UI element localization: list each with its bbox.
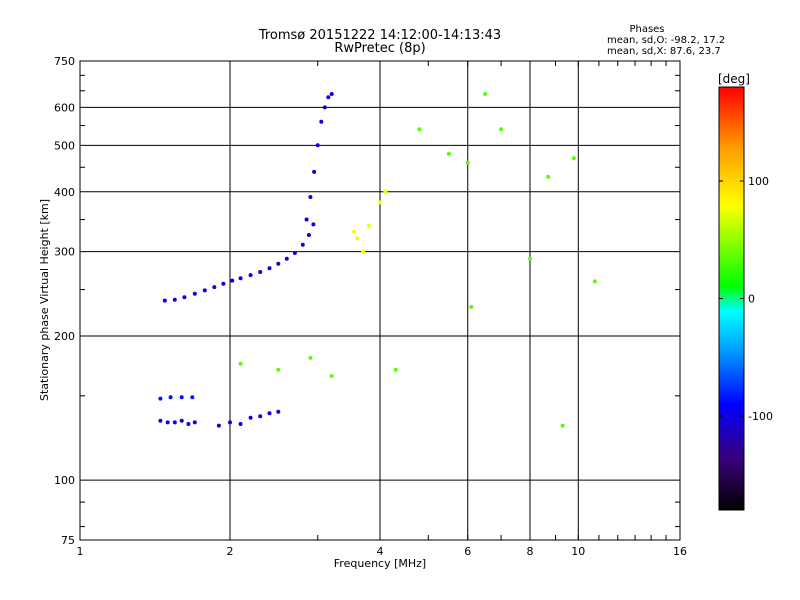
y-tick-label: 750 <box>54 55 75 68</box>
colorbar-tick-label: 100 <box>748 175 769 188</box>
data-point <box>592 279 597 284</box>
data-point <box>258 270 263 274</box>
data-point <box>292 251 297 255</box>
data-point <box>162 298 167 303</box>
data-point <box>172 297 177 302</box>
data-point <box>179 418 184 423</box>
data-point <box>306 233 311 237</box>
colorbar-ticks: 100 0 -100 <box>719 175 773 423</box>
data-point <box>560 423 565 428</box>
data-point <box>312 169 317 174</box>
data-point <box>329 374 334 378</box>
data-point <box>300 242 305 247</box>
data-point <box>158 418 163 423</box>
data-point <box>319 119 324 124</box>
x-tick-labels: 1 2 4 6 8 10 16 <box>77 545 688 558</box>
x-tick-label: 16 <box>673 545 687 558</box>
x-tick-label: 4 <box>377 545 384 558</box>
data-point <box>417 127 422 132</box>
data-point <box>228 420 232 425</box>
grid-lines <box>80 61 680 540</box>
x-tick-label: 6 <box>464 545 471 558</box>
data-point <box>308 195 313 199</box>
data-point <box>276 409 281 414</box>
x-axis-label: Frequency [MHz] <box>334 557 426 570</box>
data-point <box>190 395 195 400</box>
x-tick-label: 1 <box>77 545 84 558</box>
data-point <box>304 217 309 222</box>
y-tick-label: 75 <box>61 534 75 547</box>
data-point <box>311 222 316 227</box>
colorbar <box>718 86 745 511</box>
data-point <box>248 273 253 278</box>
y-tick-labels: 75 100 200 300 400 500 600 750 <box>54 55 75 547</box>
data-point <box>216 423 221 428</box>
data-point <box>168 395 173 400</box>
data-point <box>546 174 551 179</box>
data-point <box>366 223 371 228</box>
data-point <box>469 304 474 309</box>
data-point <box>276 367 281 372</box>
data-point <box>238 422 243 426</box>
data-point <box>499 127 504 132</box>
data-point <box>202 288 207 293</box>
data-point <box>322 105 327 110</box>
y-axis-label: Stationary phase Virtual Height [km] <box>38 199 51 401</box>
data-point <box>276 261 281 266</box>
data-point <box>352 229 357 234</box>
data-point <box>165 420 170 425</box>
data-point <box>528 256 532 261</box>
data-point <box>179 395 184 400</box>
data-point <box>267 266 272 271</box>
data-point <box>267 411 272 416</box>
data-point <box>483 92 488 96</box>
data-point <box>465 160 470 165</box>
data-point <box>329 92 334 96</box>
data-point <box>186 422 191 426</box>
data-point <box>378 200 382 205</box>
data-point <box>172 420 177 425</box>
x-tick-label: 8 <box>527 545 534 558</box>
data-point <box>158 396 163 401</box>
data-point <box>315 143 320 148</box>
data-point <box>446 151 451 156</box>
data-point <box>326 95 331 100</box>
phase-stats-o: mean, sd,O: -98.2, 17.2 <box>607 35 725 46</box>
data-point <box>238 361 243 366</box>
data-point <box>393 367 398 372</box>
phase-stats-x: mean, sd,X: 87.6, 23.7 <box>607 46 721 57</box>
data-point <box>230 278 235 283</box>
data-point <box>284 256 289 261</box>
phases-heading: Phases <box>629 24 664 35</box>
data-point <box>383 189 388 194</box>
chart-subtitle: RwPretec (8p) <box>334 41 425 56</box>
colorbar-tick-label: 0 <box>748 293 755 306</box>
y-tick-label: 600 <box>54 101 75 114</box>
data-point <box>192 420 197 425</box>
colorbar-tick-label: -100 <box>748 410 773 423</box>
data-points <box>158 92 597 428</box>
data-point <box>238 276 243 281</box>
data-point <box>571 156 576 161</box>
data-point <box>221 281 226 286</box>
data-point <box>308 355 313 360</box>
data-point <box>248 415 253 420</box>
y-tick-label: 500 <box>54 139 75 152</box>
y-tick-label: 300 <box>54 246 75 259</box>
data-point <box>355 236 360 241</box>
y-tick-label: 100 <box>54 474 75 487</box>
data-point <box>258 414 263 419</box>
y-tick-label: 400 <box>54 186 75 199</box>
data-point <box>192 291 197 296</box>
x-tick-label: 2 <box>227 545 234 558</box>
data-point <box>361 249 366 254</box>
data-point <box>212 285 217 290</box>
data-point <box>182 295 187 300</box>
x-tick-label: 10 <box>571 545 585 558</box>
chart-title: Tromsø 20151222 14:12:00-14:13:43 <box>258 28 501 43</box>
colorbar-unit-label: [deg] <box>718 72 750 86</box>
y-tick-label: 200 <box>54 330 75 343</box>
